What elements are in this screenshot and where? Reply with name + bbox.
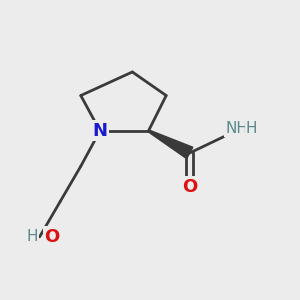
Polygon shape xyxy=(148,130,193,159)
Text: NH: NH xyxy=(225,121,248,136)
Text: N: N xyxy=(92,122,107,140)
Text: H: H xyxy=(27,230,38,244)
Text: O: O xyxy=(182,178,197,196)
Text: O: O xyxy=(44,228,59,246)
Text: H: H xyxy=(246,121,257,136)
